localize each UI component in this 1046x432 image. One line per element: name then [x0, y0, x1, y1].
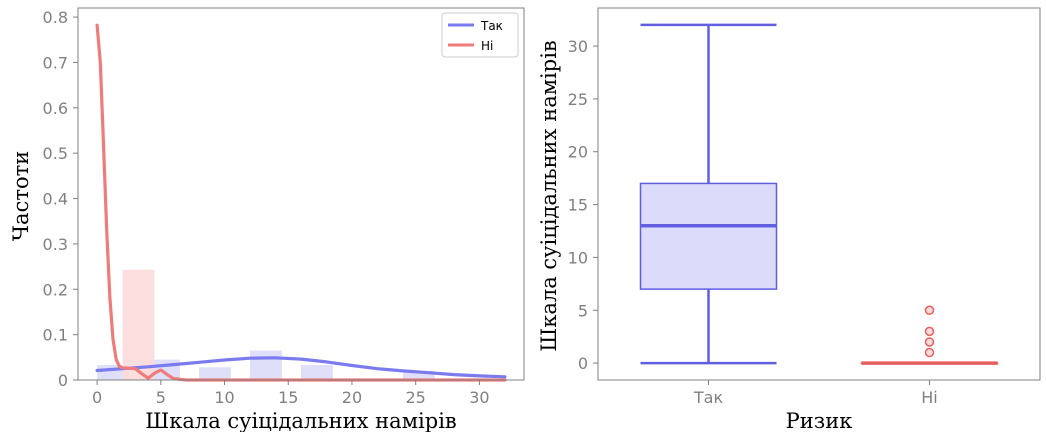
kde-line-ni	[95, 23, 507, 382]
y-tick-label: 0	[58, 371, 68, 390]
legend-label-ni: Ні	[481, 39, 493, 53]
legend: Так Ні	[441, 12, 519, 58]
plot-frame	[77, 7, 525, 381]
legend-box	[441, 12, 519, 58]
boxplot-panel: Так Ні 0 5 10 15 20 25 30 Ризик Шкала суіцідаль…	[537, 7, 1041, 432]
x-tick-label-2: Так	[693, 388, 724, 407]
y-axis-ticks: 0 0.1 0.2 0.3 0.4 0.5 0.6 0.7 0.8	[43, 8, 78, 390]
legend-label-tak: Так	[480, 19, 503, 33]
y-tick-label: 0.5	[43, 144, 68, 163]
x-axis-label: Шкала суіцідальних намірів	[145, 409, 456, 432]
kde-line-tak	[95, 356, 507, 379]
outlier-ni	[924, 305, 935, 315]
y-tick-label: 0.3	[43, 235, 68, 254]
histogram-bar-tak-5	[402, 370, 435, 380]
x-tick-label: 30	[469, 388, 489, 407]
histogram-bar-tak-3	[250, 350, 282, 380]
y-tick-label: 0.2	[43, 280, 68, 299]
y-tick-label: 0.6	[43, 99, 68, 118]
y-tick-label-2: 25	[568, 90, 588, 109]
x-tick-label-2: Ні	[921, 388, 937, 407]
x-tick-label: 5	[156, 388, 166, 407]
x-axis-ticks: 0 5 10 15 20 25 30	[92, 380, 490, 407]
x-tick-label: 15	[278, 388, 298, 407]
histogram-bar-ni-0	[122, 269, 155, 380]
y-axis-label-2: Шкала суіцідальних намірів	[537, 40, 561, 351]
y-tick-label: 0.1	[43, 326, 68, 345]
y-tick-label: 0.4	[43, 190, 68, 209]
x-axis-ticks-2: Так Ні	[693, 380, 938, 407]
y-tick-label-2: 15	[568, 196, 588, 215]
histogram-kde-panel: 0 5 10 15 20 25 30 0 0.1 0.2 0.3 0.4 0.5 0.6 0.7 0.8 Ш…	[9, 7, 525, 432]
y-tick-label-2: 10	[568, 248, 588, 267]
outlier-ni	[924, 337, 935, 347]
y-tick-label-2: 20	[568, 143, 588, 162]
x-tick-label: 10	[214, 388, 234, 407]
x-tick-label: 0	[92, 388, 102, 407]
y-tick-label: 0.8	[43, 8, 68, 27]
kde-lines	[95, 23, 507, 382]
x-tick-label: 25	[406, 388, 426, 407]
x-tick-label: 20	[342, 388, 362, 407]
histogram-bar-tak-4	[301, 365, 333, 380]
plot-frame-2	[597, 7, 1041, 381]
y-tick-label-2: 5	[578, 301, 588, 320]
outlier-ni	[924, 326, 935, 337]
outlier-ni	[924, 347, 935, 358]
y-tick-label-2: 30	[568, 37, 588, 56]
y-tick-label-2: 0	[578, 354, 588, 373]
y-tick-label: 0.7	[43, 53, 68, 72]
x-axis-label-2: Ризик	[786, 409, 853, 432]
boxes	[639, 23, 999, 365]
histogram-bars	[97, 269, 435, 380]
y-axis-ticks-2: 0 5 10 15 20 25 30	[568, 37, 598, 373]
box-tak	[639, 182, 778, 290]
y-axis-label: Частоти	[9, 151, 33, 241]
histogram-bar-tak-2	[199, 367, 231, 380]
